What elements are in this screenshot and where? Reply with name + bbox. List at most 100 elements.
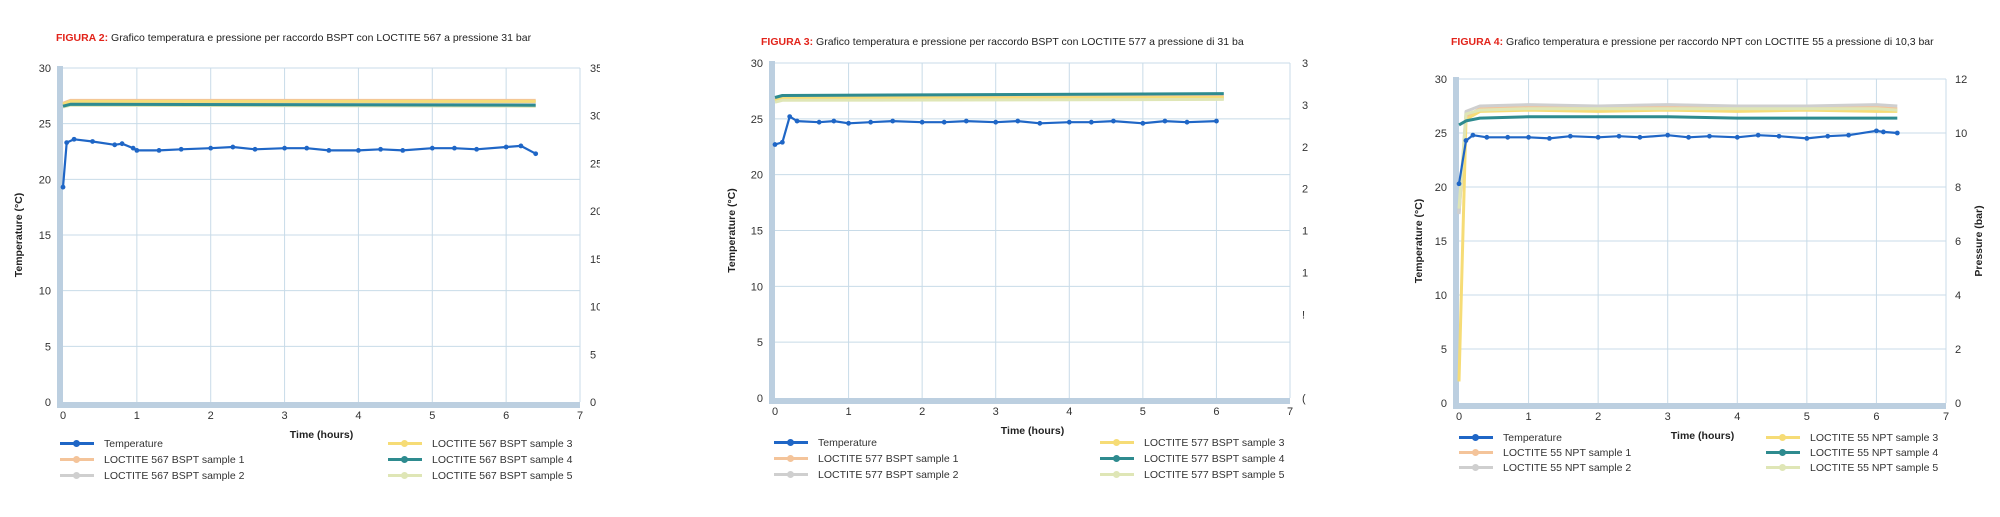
data-point xyxy=(356,147,361,153)
chart-title-2: FIGURA 3: Grafico temperatura e pression… xyxy=(761,36,1305,48)
x-tick-label: 6 xyxy=(503,410,509,422)
y2-tick-label: ( xyxy=(1302,393,1306,405)
legend-item-sample-2: LOCTITE 55 NPT sample 2 xyxy=(1459,462,1631,474)
data-point xyxy=(1894,130,1900,136)
y2-tick-label: 8 xyxy=(1955,182,1961,194)
data-point xyxy=(1470,132,1476,138)
y2-tick-label: 3 xyxy=(1302,100,1308,112)
y2-tick-label: 10 xyxy=(1955,128,1967,140)
data-point xyxy=(119,141,125,147)
x-axis-bar xyxy=(1453,403,1946,409)
x-tick-label: 2 xyxy=(208,410,214,422)
y2-tick-label: 1 xyxy=(1302,267,1308,279)
data-point xyxy=(71,136,77,142)
data-point xyxy=(400,147,406,153)
x-tick-label: 0 xyxy=(60,410,66,422)
legend-swatch-sample-1 xyxy=(60,455,94,465)
legend-swatch-sample-4 xyxy=(1766,448,1800,458)
data-point xyxy=(1184,119,1190,125)
x-axis-label: Time (hours) xyxy=(1671,430,1734,442)
figure-label-2: FIGURA 3: xyxy=(761,36,814,48)
y-axis-bar xyxy=(1453,77,1459,409)
data-point xyxy=(1846,132,1851,138)
chart-title-3: FIGURA 4: Grafico temperatura e pression… xyxy=(1451,36,1996,48)
x-tick-label: 5 xyxy=(429,410,435,422)
data-point xyxy=(134,147,140,153)
series-line-sample-5 xyxy=(1457,107,1898,209)
x-tick-label: 0 xyxy=(1456,411,1462,423)
legend-label: LOCTITE 567 BSPT sample 3 xyxy=(432,438,573,450)
series-line-sample-3 xyxy=(1457,108,1898,382)
data-point xyxy=(868,119,874,125)
legend-label: LOCTITE 567 BSPT sample 1 xyxy=(104,454,245,466)
legend-item-temperature: Temperature xyxy=(1459,432,1562,444)
series-line-sample-4 xyxy=(62,102,536,108)
y-tick-label: 10 xyxy=(1435,290,1447,302)
data-point xyxy=(208,145,214,151)
y-tick-label: 15 xyxy=(751,226,763,238)
chart-title-text-3: Grafico temperatura e pressione per racc… xyxy=(1506,36,1934,48)
data-point xyxy=(1015,118,1021,124)
series-line-sample-2 xyxy=(1457,103,1898,215)
chart-title-1: FIGURA 2: Grafico temperatura e pression… xyxy=(56,32,596,44)
x-tick-label: 3 xyxy=(1665,411,1671,423)
y-tick-label: 25 xyxy=(1435,128,1447,140)
legend-label: LOCTITE 577 BSPT sample 3 xyxy=(1144,437,1285,449)
x-tick-label: 6 xyxy=(1873,411,1879,423)
data-point xyxy=(1463,138,1469,143)
legend-swatch-sample-1 xyxy=(774,454,808,464)
data-point xyxy=(1755,132,1761,138)
legend-swatch-temperature xyxy=(60,439,94,449)
x-axis-label: Time (hours) xyxy=(1001,425,1064,437)
legend-item-sample-3: LOCTITE 55 NPT sample 3 xyxy=(1766,432,1938,444)
legend-swatch-sample-2 xyxy=(60,471,94,481)
y2-tick-label: ! xyxy=(1302,309,1305,321)
legend-item-sample-4: LOCTITE 55 NPT sample 4 xyxy=(1766,447,1938,459)
x-tick-label: 7 xyxy=(1943,411,1949,423)
data-point xyxy=(787,114,793,119)
legend-item-sample-4: LOCTITE 577 BSPT sample 4 xyxy=(1100,453,1284,465)
legend-swatch-sample-5 xyxy=(388,471,422,481)
data-point xyxy=(779,139,785,145)
x-tick-label: 0 xyxy=(772,406,778,418)
legend-label: LOCTITE 55 NPT sample 3 xyxy=(1810,432,1939,444)
y2-tick-label: 3 xyxy=(1302,58,1308,70)
legend-label: LOCTITE 577 BSPT sample 5 xyxy=(1144,469,1285,481)
data-point xyxy=(1616,133,1622,139)
y-tick-label: 20 xyxy=(751,170,763,182)
data-point xyxy=(452,145,457,151)
x-tick-label: 4 xyxy=(355,410,361,422)
y-tick-label: 25 xyxy=(751,114,763,126)
data-point xyxy=(1526,134,1531,140)
chart-title-text-2: Grafico temperatura e pressione per racc… xyxy=(816,36,1244,48)
y2-tick-label: 35 xyxy=(590,63,600,75)
x-tick-label: 5 xyxy=(1140,406,1146,418)
legend-label: LOCTITE 567 BSPT sample 5 xyxy=(432,470,573,482)
data-point xyxy=(518,143,524,149)
series-line-sample-5 xyxy=(774,97,1224,104)
legend-swatch-sample-4 xyxy=(388,455,422,465)
legend-label: LOCTITE 577 BSPT sample 2 xyxy=(818,469,959,481)
data-point xyxy=(831,118,837,124)
legend-item-sample-1: LOCTITE 577 BSPT sample 1 xyxy=(774,453,958,465)
y-axis-bar xyxy=(57,66,63,408)
y2-tick-label: 20 xyxy=(590,206,600,218)
data-point xyxy=(1066,119,1072,125)
legend-label: LOCTITE 567 BSPT sample 4 xyxy=(432,454,573,466)
legend-item-sample-3: LOCTITE 577 BSPT sample 3 xyxy=(1100,437,1284,449)
data-point xyxy=(1547,136,1552,141)
data-point xyxy=(90,139,95,144)
legend-swatch-sample-2 xyxy=(774,470,808,480)
legend-item-temperature: Temperature xyxy=(60,438,163,450)
legend-item-sample-4: LOCTITE 567 BSPT sample 4 xyxy=(388,454,572,466)
data-point xyxy=(816,119,822,125)
y-axis-label: Temperature (°C) xyxy=(726,188,738,273)
data-point xyxy=(252,146,258,152)
data-point xyxy=(112,142,118,148)
data-point xyxy=(1088,119,1094,125)
y-tick-label: 0 xyxy=(45,397,51,409)
data-point xyxy=(304,145,310,151)
